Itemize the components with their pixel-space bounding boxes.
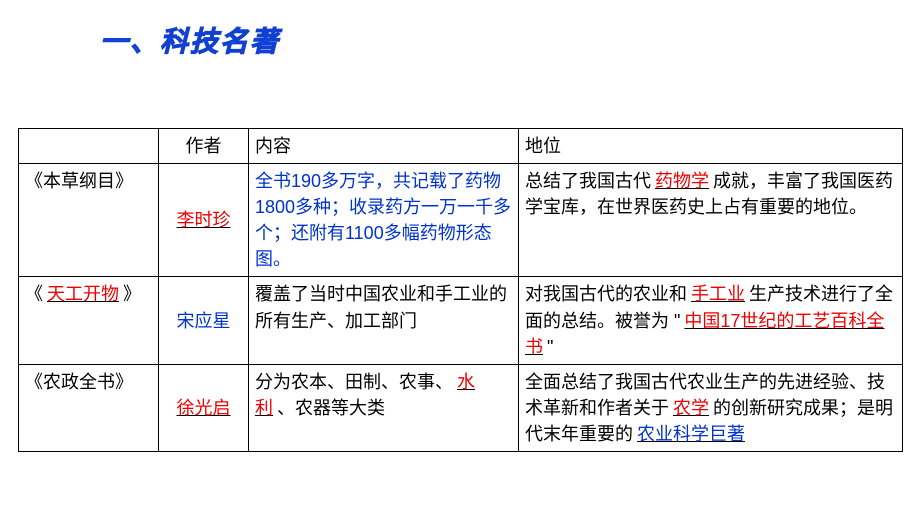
author-fill-0: 李时珍: [173, 210, 235, 230]
hdr-content: 内容: [249, 129, 519, 164]
cell-author-0: 李时珍: [159, 164, 249, 277]
content-text-0: 全书190多万字，共记载了药物1800多种；收录药方一万一千多个；还附有1100…: [255, 171, 511, 269]
cell-status-0: 总结了我国古代药物学成就，丰富了我国医药学宝库，在世界医药史上占有重要的地位。: [519, 164, 903, 277]
s2-fill1: 农学: [669, 398, 713, 418]
science-works-table: 作者 内容 地位 《本草纲目》 李时珍 全书190多万字，共记载了药物1800多…: [18, 128, 903, 452]
section-heading: 一、科技名著: [100, 20, 280, 60]
cell-status-1: 对我国古代的农业和手工业生产技术进行了全面的总结。被誉为 "中国17世纪的工艺百…: [519, 277, 903, 364]
table-row: 《本草纲目》 李时珍 全书190多万字，共记载了药物1800多种；收录药方一万一…: [19, 164, 903, 277]
c2-post: 、农器等大类: [277, 398, 385, 418]
author-text-1: 宋应星: [177, 311, 231, 331]
cell-content-0: 全书190多万字，共记载了药物1800多种；收录药方一万一千多个；还附有1100…: [249, 164, 519, 277]
c2-pre: 分为农本、田制、农事、: [255, 372, 453, 392]
cell-book-1: 《天工开物》: [19, 277, 159, 364]
s1-post1: ": [547, 337, 553, 357]
cell-content-2: 分为农本、田制、农事、水利、农器等大类: [249, 364, 519, 451]
hdr-book: [19, 129, 159, 164]
b1-fill: 天工开物: [43, 284, 123, 304]
cell-author-2: 徐光启: [159, 364, 249, 451]
cell-author-1: 宋应星: [159, 277, 249, 364]
table-header-row: 作者 内容 地位: [19, 129, 903, 164]
hdr-author: 作者: [159, 129, 249, 164]
s2-fillb: 农业科学巨著: [633, 424, 749, 444]
s1-fill1: 手工业: [687, 284, 749, 304]
cell-book-0: 《本草纲目》: [19, 164, 159, 277]
table-row: 《农政全书》 徐光启 分为农本、田制、农事、水利、农器等大类 全面总结了我国古代…: [19, 364, 903, 451]
cell-book-2: 《农政全书》: [19, 364, 159, 451]
cell-status-2: 全面总结了我国古代农业生产的先进经验、技术革新和作者关于农学的创新研究成果；是明…: [519, 364, 903, 451]
b1-post: 》: [123, 284, 141, 304]
s1-pre1: 对我国古代的农业和: [525, 284, 687, 304]
s0-fill1: 药物学: [651, 171, 713, 191]
content-text-1: 覆盖了当时中国农业和手工业的所有生产、加工部门: [255, 284, 507, 330]
s0-pre1: 总结了我国古代: [525, 171, 651, 191]
b1-pre: 《: [25, 284, 43, 304]
author-fill-2: 徐光启: [173, 398, 235, 418]
table-row: 《天工开物》 宋应星 覆盖了当时中国农业和手工业的所有生产、加工部门 对我国古代…: [19, 277, 903, 364]
cell-content-1: 覆盖了当时中国农业和手工业的所有生产、加工部门: [249, 277, 519, 364]
hdr-status: 地位: [519, 129, 903, 164]
